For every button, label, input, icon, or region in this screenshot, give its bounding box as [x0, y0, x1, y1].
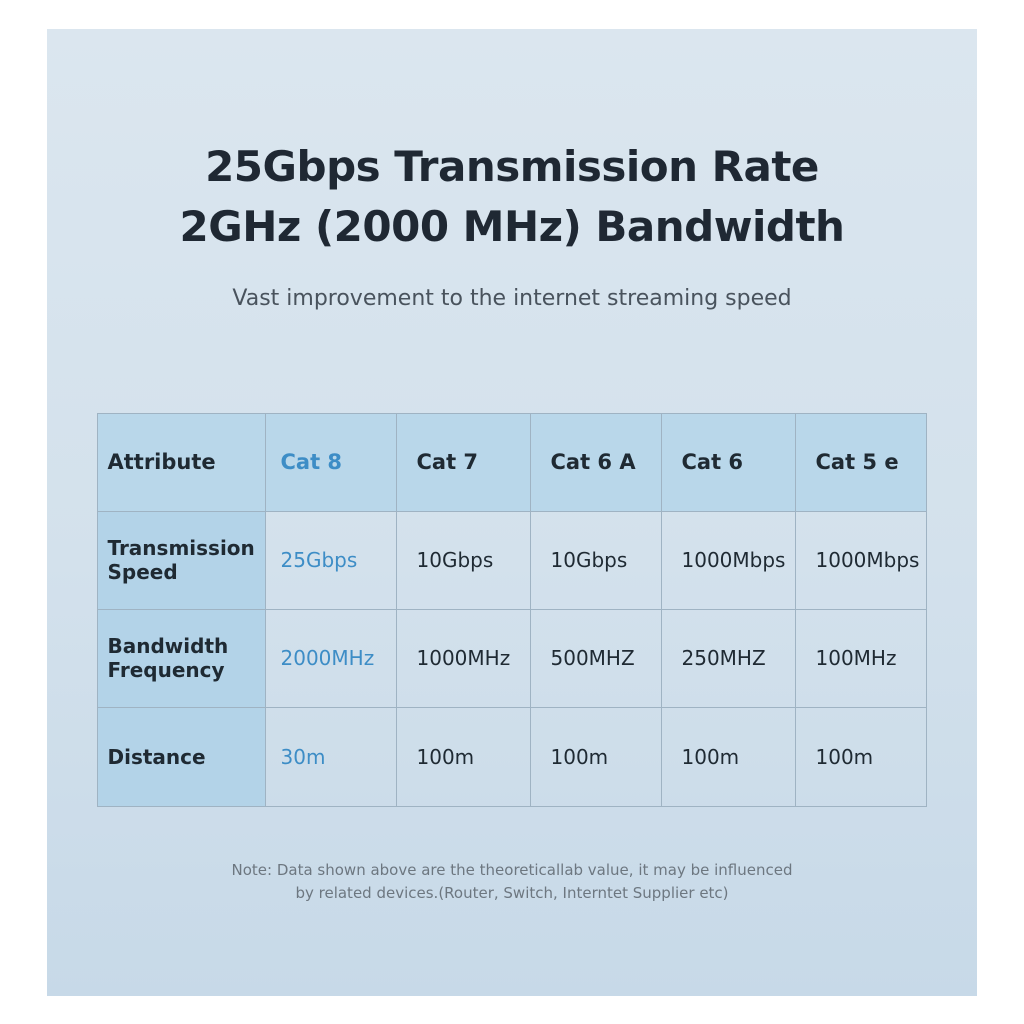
- title-line: 2GHz (2000 MHz) Bandwidth: [179, 202, 845, 251]
- column-header: Cat 6 A: [529, 412, 662, 512]
- column-header: Cat 6: [660, 412, 796, 512]
- table-cell: 25Gbps: [264, 510, 397, 610]
- table-cell: 250MHZ: [660, 608, 796, 708]
- table-cell: 100MHz: [794, 608, 927, 708]
- table-cell: 100m: [529, 706, 662, 807]
- row-header: Distance: [96, 706, 266, 807]
- table-cell: 1000Mbps: [794, 510, 927, 610]
- table-cell: 2000MHz: [264, 608, 397, 708]
- column-header: Cat 5 e: [794, 412, 927, 512]
- table-cell: 10Gbps: [395, 510, 531, 610]
- table-cell: 10Gbps: [529, 510, 662, 610]
- table-cell: 100m: [794, 706, 927, 807]
- table-cell: 1000Mbps: [660, 510, 796, 610]
- table-cell: 30m: [264, 706, 397, 807]
- row-header: Bandwidth Frequency: [96, 608, 266, 708]
- title-line: 25Gbps Transmission Rate: [205, 142, 819, 191]
- row-header: Transmission Speed: [96, 510, 266, 610]
- note-line: Note: Data shown above are the theoretic…: [231, 861, 793, 879]
- table-cell: 100m: [395, 706, 531, 807]
- column-header: Cat 7: [395, 412, 531, 512]
- column-header: Cat 8: [264, 412, 397, 512]
- subtitle: Vast improvement to the internet streami…: [232, 286, 792, 311]
- table-cell: 100m: [660, 706, 796, 807]
- table-cell: 500MHZ: [529, 608, 662, 708]
- note-line: by related devices.(Router, Switch, Inte…: [295, 884, 729, 902]
- table-cell: 1000MHz: [395, 608, 531, 708]
- column-header: Attribute: [96, 412, 266, 512]
